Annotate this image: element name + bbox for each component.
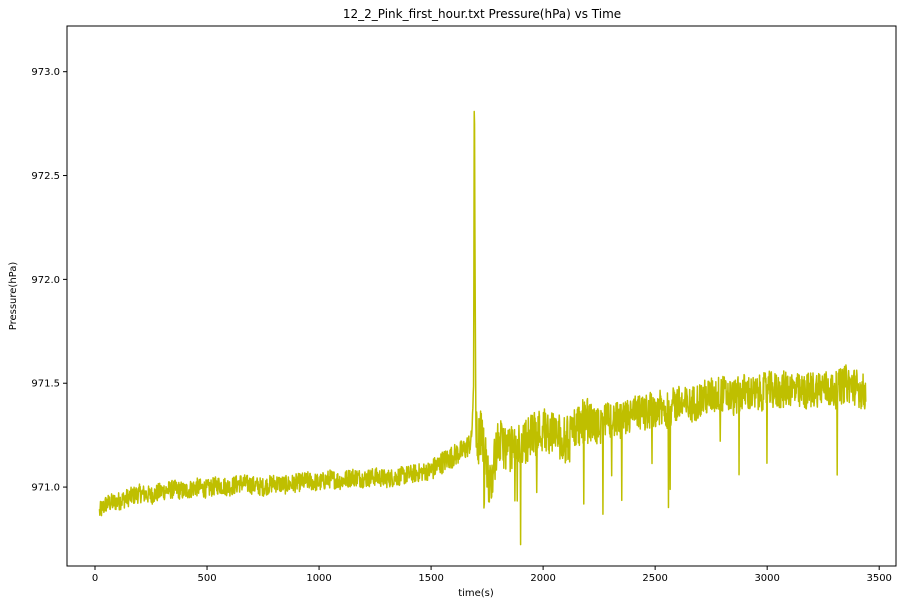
x-tick-label: 0 <box>92 573 98 584</box>
x-tick-label: 1500 <box>418 573 443 584</box>
chart-title: 12_2_Pink_first_hour.txt Pressure(hPa) v… <box>343 7 621 21</box>
plot-area <box>98 110 867 546</box>
y-tick-label: 972.0 <box>31 275 60 286</box>
x-axis-title: time(s) <box>458 588 494 599</box>
x-axis: 0 500 1000 1500 2000 2500 3000 3500 <box>92 566 892 584</box>
y-tick-label: 972.5 <box>31 171 60 182</box>
series-line <box>98 110 867 546</box>
x-tick-label: 3000 <box>754 573 779 584</box>
y-axis-title: Pressure(hPa) <box>8 262 19 331</box>
plot-frame <box>66 25 897 567</box>
x-tick-label: 500 <box>197 573 216 584</box>
x-tick-label: 2000 <box>530 573 555 584</box>
y-tick-label: 971.5 <box>31 379 60 390</box>
y-axis: 971.0 971.5 972.0 972.5 973.0 <box>31 67 67 494</box>
x-tick-label: 2500 <box>642 573 667 584</box>
x-tick-label: 3500 <box>866 573 891 584</box>
y-tick-label: 973.0 <box>31 67 60 78</box>
x-tick-label: 1000 <box>306 573 331 584</box>
y-tick-label: 971.0 <box>31 483 60 494</box>
